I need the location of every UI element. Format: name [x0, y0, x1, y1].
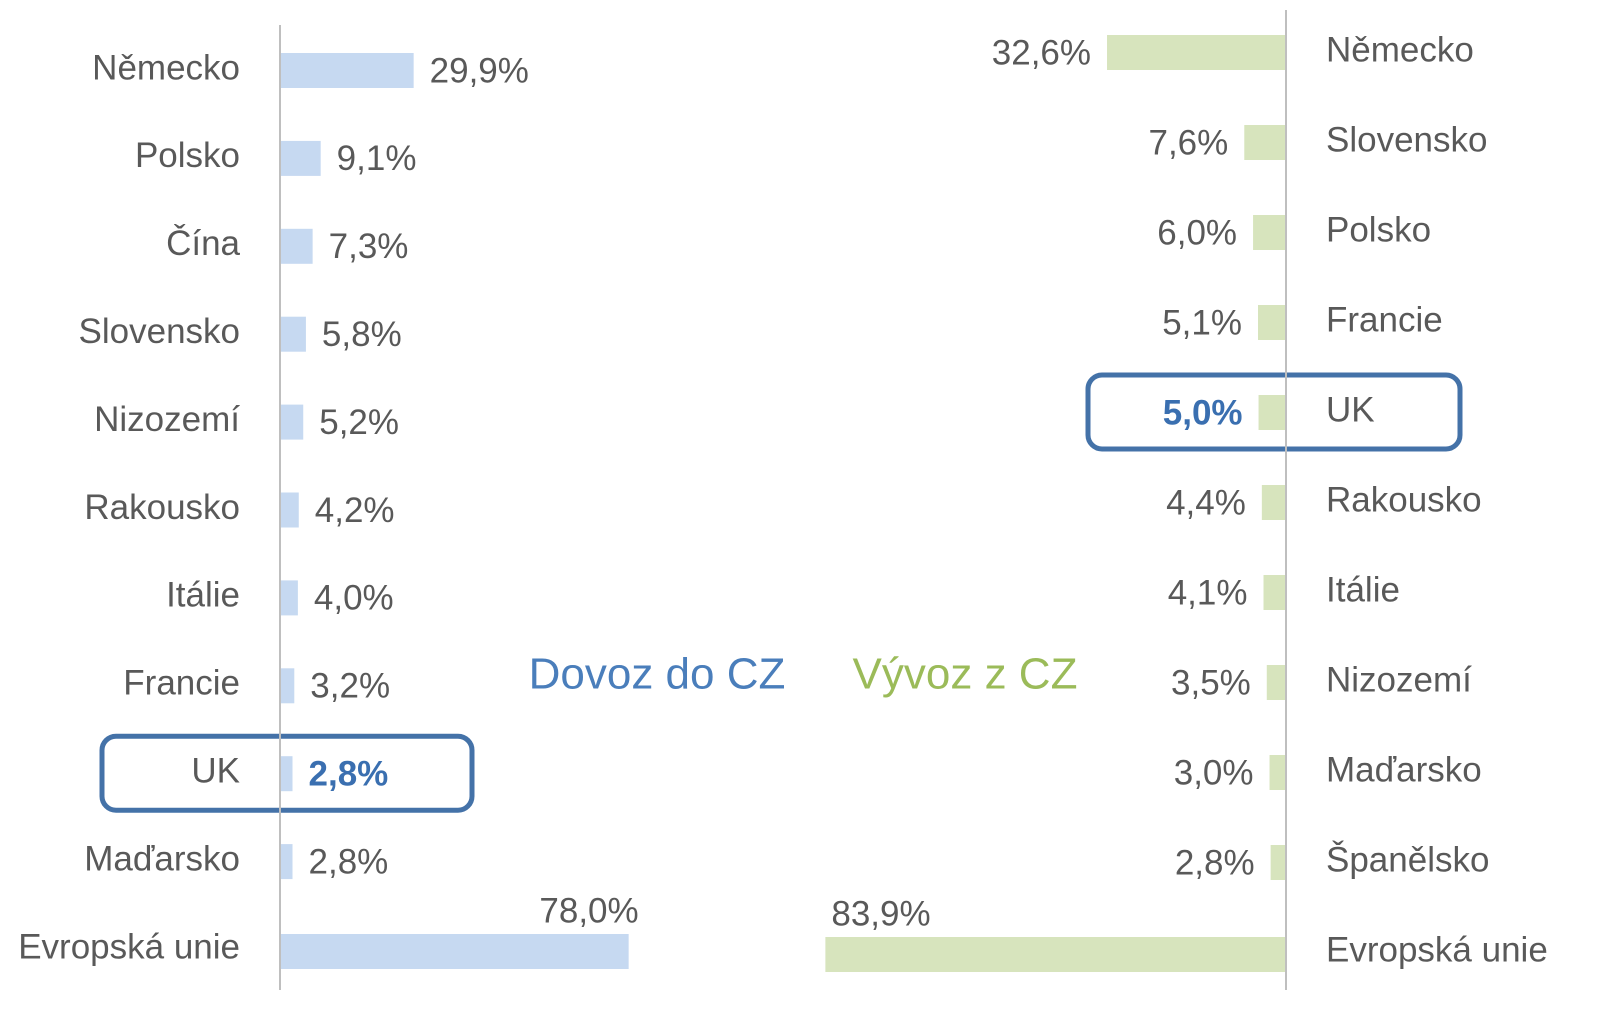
category-label: Polsko	[1326, 210, 1431, 249]
category-label: Evropská unie	[1326, 930, 1548, 969]
value-label: 4,2%	[315, 491, 395, 530]
category-label: Německo	[1326, 30, 1474, 69]
category-label: Španělsko	[1326, 840, 1489, 879]
value-label: 2,8%	[309, 842, 389, 881]
value-label: 32,6%	[992, 33, 1091, 72]
bar	[1258, 305, 1286, 340]
category-label: Francie	[123, 664, 240, 703]
category-label: Nizozemí	[1326, 660, 1472, 699]
category-label: UK	[191, 751, 240, 790]
bar	[280, 228, 313, 264]
bar	[825, 937, 1286, 972]
category-label: Čína	[166, 224, 240, 263]
category-label: Itálie	[1326, 570, 1400, 609]
chart-title: Vývoz z CZ	[853, 650, 1078, 699]
category-label: Rakousko	[84, 488, 240, 527]
value-label: 6,0%	[1157, 213, 1237, 252]
bar	[280, 844, 293, 880]
bar	[280, 53, 414, 88]
value-label: 5,8%	[322, 315, 402, 354]
category-label: Nizozemí	[94, 400, 240, 439]
category-label: Slovensko	[1326, 120, 1487, 159]
category-label: Evropská unie	[18, 927, 240, 966]
value-label: 4,0%	[314, 579, 394, 618]
bar	[280, 404, 304, 440]
value-label: 3,2%	[310, 667, 390, 706]
category-label: Rakousko	[1326, 480, 1482, 519]
bar	[280, 934, 629, 969]
chart-title: Dovoz do CZ	[529, 650, 786, 699]
bar	[1269, 755, 1286, 790]
bar	[1263, 575, 1286, 610]
value-label: 9,1%	[337, 139, 417, 178]
bar	[1261, 485, 1286, 520]
value-label: 5,2%	[319, 403, 399, 442]
category-label: UK	[1326, 390, 1375, 429]
value-label: 29,9%	[430, 51, 529, 90]
category-label: Maďarsko	[84, 839, 240, 878]
bar	[280, 492, 299, 528]
category-label: Itálie	[166, 576, 240, 615]
bar	[280, 668, 295, 704]
category-label: Slovensko	[79, 312, 240, 351]
value-label: 5,0%	[1163, 393, 1243, 432]
bar	[280, 580, 298, 616]
bar	[1244, 125, 1286, 160]
highlight-box	[99, 733, 475, 813]
category-label: Německo	[92, 48, 240, 87]
value-label: 83,9%	[831, 894, 930, 933]
value-label: 7,6%	[1148, 123, 1228, 162]
bar	[280, 756, 293, 792]
bar	[1107, 35, 1286, 70]
bar	[1266, 665, 1286, 700]
bar	[1270, 845, 1286, 880]
bar	[1258, 395, 1286, 430]
value-label: 3,5%	[1171, 663, 1251, 702]
value-label: 4,4%	[1166, 483, 1246, 522]
bar	[1253, 215, 1286, 250]
highlight-box	[1085, 372, 1463, 452]
value-label: 3,0%	[1174, 753, 1254, 792]
bar	[280, 316, 306, 352]
category-label: Maďarsko	[1326, 750, 1482, 789]
bar	[280, 140, 321, 176]
value-label: 7,3%	[329, 227, 409, 266]
value-label: 2,8%	[1175, 843, 1255, 882]
value-label: 5,1%	[1162, 303, 1242, 342]
value-label: 4,1%	[1168, 573, 1248, 612]
category-label: Francie	[1326, 300, 1443, 339]
value-label: 2,8%	[309, 754, 389, 793]
category-label: Polsko	[135, 136, 240, 175]
value-label: 78,0%	[539, 891, 638, 930]
